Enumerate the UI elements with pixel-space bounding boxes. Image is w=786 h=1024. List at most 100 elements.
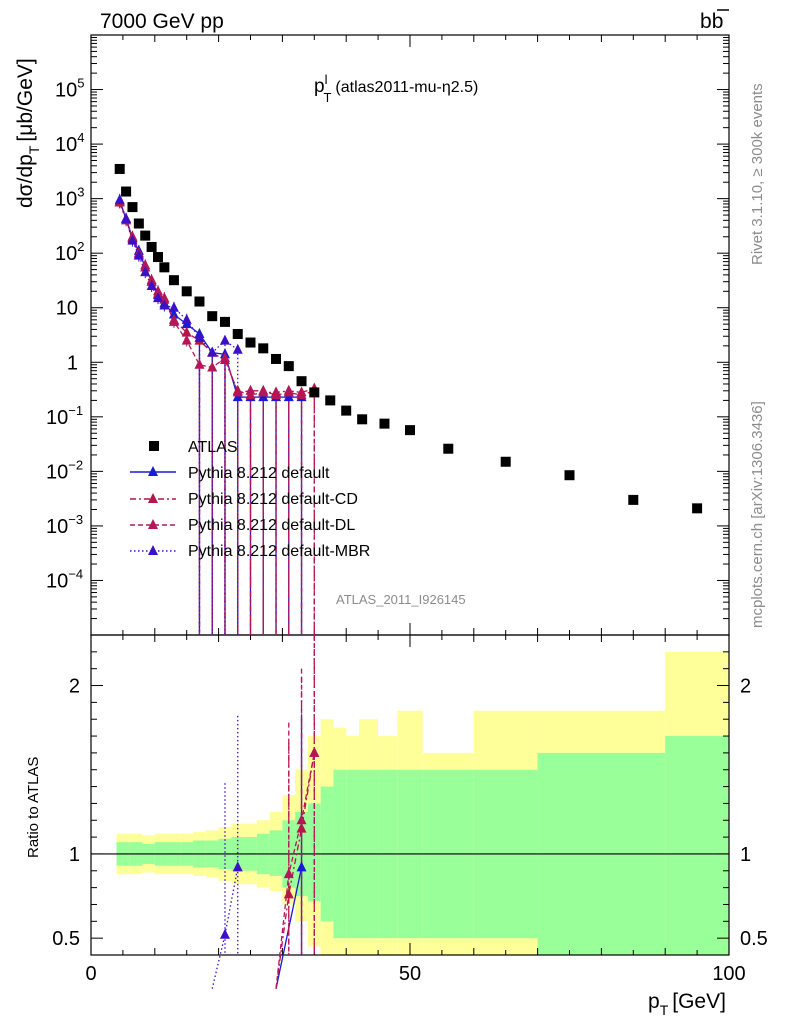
data-point xyxy=(405,425,415,436)
data-point xyxy=(127,202,138,213)
mcplots-label: mcplots.cern.ch [arXiv:1306.3436] xyxy=(749,401,766,628)
legend-label-atlas: ATLAS xyxy=(188,439,238,456)
series-marker-3 xyxy=(296,389,307,400)
data-point xyxy=(325,395,336,406)
series-marker-3 xyxy=(181,334,192,345)
legend-label-default: Pythia 8.212 default xyxy=(188,465,330,482)
data-point xyxy=(379,418,390,429)
data-point xyxy=(628,494,639,505)
series-marker-4 xyxy=(146,280,157,291)
series-marker-4 xyxy=(181,313,192,324)
data-point xyxy=(146,241,157,252)
ratio-marker-2 xyxy=(296,814,307,825)
legend-marker-mbr xyxy=(148,545,158,555)
legend-label-mbr: Pythia 8.212 default-MBR xyxy=(188,543,370,560)
data-point xyxy=(564,470,575,481)
data-point xyxy=(168,275,179,286)
series-marker-3 xyxy=(140,259,151,270)
ratio-line-1 xyxy=(275,752,315,989)
legend-marker-default xyxy=(148,466,158,476)
series-marker-2 xyxy=(181,326,192,337)
series-marker-3 xyxy=(168,315,179,326)
series-marker-4 xyxy=(114,193,125,204)
legend: ATLAS Pythia 8.212 default Pythia 8.212 … xyxy=(130,439,370,560)
series-marker-4 xyxy=(127,234,138,245)
series-marker-4 xyxy=(140,266,151,277)
ratio-line-3 xyxy=(211,867,239,989)
ratio-y-tick-label: 0.5 xyxy=(52,928,80,950)
y-tick-label: 103 xyxy=(55,185,84,211)
y-tick-label: 1 xyxy=(67,352,78,374)
y-tick-label: 10−3 xyxy=(46,512,83,538)
data-point xyxy=(283,361,294,372)
series-marker-3 xyxy=(258,384,269,395)
y-tick-label: 10−1 xyxy=(46,403,83,429)
band-inner-bin xyxy=(269,830,283,876)
ratio-line-2 xyxy=(275,752,315,989)
x-tick-label: 50 xyxy=(399,963,421,985)
series-marker-4 xyxy=(121,213,132,224)
data-point xyxy=(232,328,243,339)
data-point xyxy=(207,311,218,322)
data-point xyxy=(121,186,132,197)
legend-item-dl: Pythia 8.212 default-DL xyxy=(130,517,355,534)
ratio-marker-2 xyxy=(309,746,320,757)
data-point xyxy=(296,376,307,387)
series-marker-3 xyxy=(219,351,230,362)
data-point xyxy=(443,443,454,454)
series-marker-4 xyxy=(194,331,205,342)
legend-marker-dl xyxy=(148,519,158,529)
data-point xyxy=(140,230,151,241)
data-point xyxy=(159,262,170,273)
ratio-marker-0 xyxy=(296,861,307,872)
series-marker-3 xyxy=(152,285,163,296)
ratio-y-tick-label-right: 2 xyxy=(740,676,751,698)
data-point xyxy=(181,286,192,297)
y-tick-label: 10−2 xyxy=(46,457,83,483)
data-point xyxy=(357,414,368,425)
series-marker-4 xyxy=(133,249,144,260)
y-tick-label: 105 xyxy=(55,76,84,102)
series-marker-4 xyxy=(207,346,218,357)
series-marker-3 xyxy=(271,389,282,400)
ratio-marker-3 xyxy=(219,928,230,939)
rivet-label: Rivet 3.1.10, ≥ 300k events xyxy=(749,83,766,265)
data-point xyxy=(500,456,511,467)
series-marker-4 xyxy=(152,292,163,303)
data-point xyxy=(692,503,703,514)
y-axis-label: dσ/dpT[μb/GeV] xyxy=(14,58,42,208)
legend-marker-cd xyxy=(148,493,158,503)
data-point xyxy=(133,218,144,229)
series-marker-4 xyxy=(232,343,243,354)
ratio-marker-2 xyxy=(283,868,294,879)
data-point xyxy=(194,296,205,307)
legend-item-atlas: ATLAS xyxy=(149,439,238,456)
series-marker-3 xyxy=(194,358,205,369)
series-marker-3 xyxy=(283,386,294,397)
legend-label-dl: Pythia 8.212 default-DL xyxy=(188,517,355,534)
x-tick-label: 0 xyxy=(85,963,96,985)
data-point xyxy=(245,337,256,348)
data-point xyxy=(219,316,230,327)
legend-item-mbr: Pythia 8.212 default-MBR xyxy=(130,543,370,560)
x-axis-label: pT [GeV] xyxy=(648,990,726,1018)
ratio-y-tick-label-right: 0.5 xyxy=(740,928,768,950)
series-marker-3 xyxy=(207,361,218,372)
energy-label: 7000 GeV pp xyxy=(100,10,224,33)
ratio-y-tick-label: 2 xyxy=(69,676,80,698)
series-marker-1 xyxy=(168,308,179,319)
y-tick-label: 104 xyxy=(55,130,84,156)
series-marker-4 xyxy=(219,334,230,345)
legend-marker-atlas xyxy=(149,441,159,451)
series-marker-4 xyxy=(168,301,179,312)
data-point xyxy=(152,252,163,263)
plot-title: pl T(atlas2011-mu-η2.5) xyxy=(314,72,478,105)
data-point xyxy=(114,163,125,174)
series-marker-3 xyxy=(245,384,256,395)
y-tick-label: 10 xyxy=(56,298,78,320)
data-point xyxy=(309,387,320,398)
legend-label-cd: Pythia 8.212 default-CD xyxy=(188,491,358,508)
ratio-y-tick-label: 1 xyxy=(69,844,80,866)
data-point xyxy=(258,343,269,354)
